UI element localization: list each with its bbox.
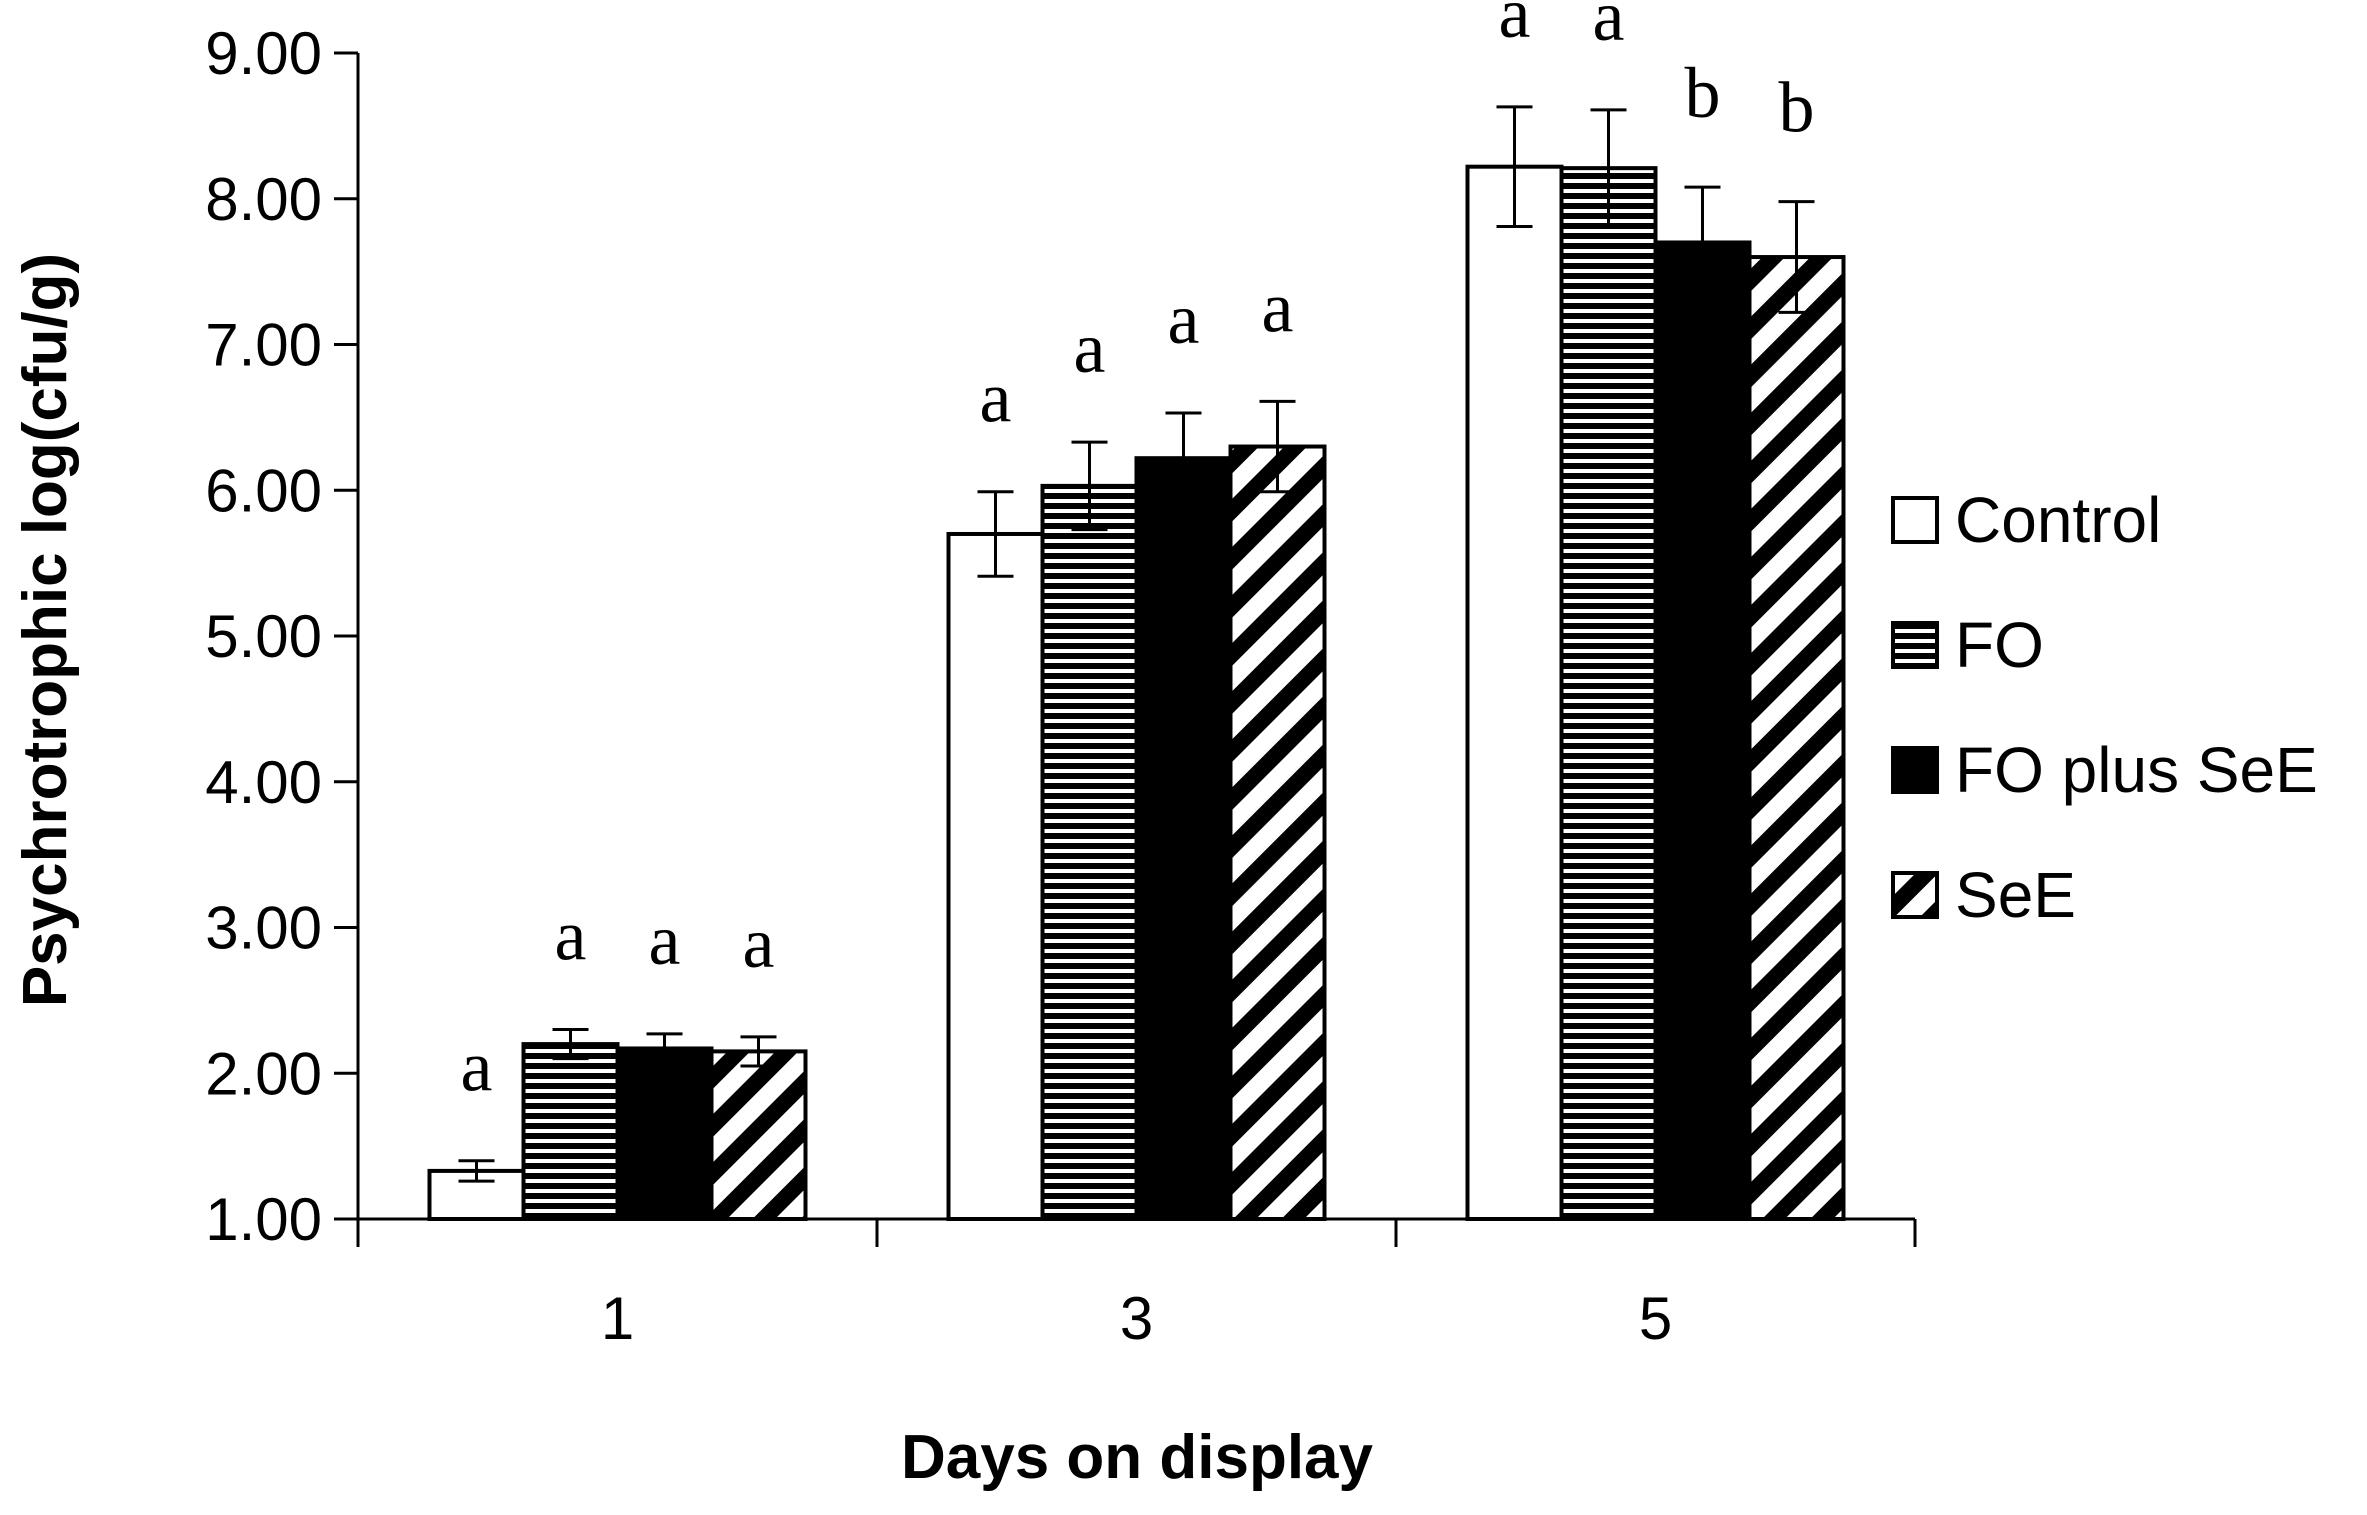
y-tick-label: 1.00 bbox=[205, 1186, 322, 1253]
bar bbox=[1040, 483, 1139, 1221]
y-axis-title: Psychrotrophic log(cfu/g) bbox=[11, 253, 80, 1007]
legend-swatch bbox=[1891, 746, 1939, 794]
bar bbox=[1653, 240, 1752, 1222]
significance-letter: a bbox=[1262, 267, 1294, 347]
significance-letter: b bbox=[1685, 53, 1721, 133]
bar bbox=[946, 531, 1045, 1221]
x-tick-label: 1 bbox=[601, 1285, 634, 1352]
significance-letter: a bbox=[461, 1027, 493, 1107]
bar bbox=[709, 1049, 808, 1221]
x-tick-label: 5 bbox=[1639, 1285, 1672, 1352]
bar bbox=[1559, 166, 1658, 1222]
bar bbox=[521, 1042, 620, 1221]
legend-label: Control bbox=[1955, 484, 2161, 556]
legend-label: FO plus SeE bbox=[1955, 734, 2318, 806]
legend: Control FO FO plus SeE SeE bbox=[1891, 484, 2318, 931]
y-tick-label: 8.00 bbox=[205, 166, 322, 233]
significance-letter: a bbox=[1168, 279, 1200, 359]
legend-swatch bbox=[1891, 621, 1939, 669]
legend-swatch bbox=[1891, 871, 1939, 919]
error-bars bbox=[458, 105, 1815, 1183]
y-tick-label: 5.00 bbox=[205, 603, 322, 670]
y-tick-label: 3.00 bbox=[205, 895, 322, 962]
significance-letter: a bbox=[1593, 0, 1625, 56]
significance-letter: a bbox=[1499, 0, 1531, 53]
bars bbox=[427, 164, 1846, 1222]
significance-letter: a bbox=[743, 903, 775, 983]
x-axis: 1 3 5 bbox=[356, 1217, 1917, 1352]
significance-letter: b bbox=[1779, 68, 1815, 148]
x-axis-title: Days on display bbox=[901, 1423, 1374, 1492]
legend-swatch bbox=[1891, 496, 1939, 544]
legend-label: FO bbox=[1955, 609, 2044, 681]
y-tick-label: 6.00 bbox=[205, 457, 322, 524]
bar bbox=[1228, 444, 1327, 1221]
bar bbox=[1134, 456, 1233, 1221]
bar bbox=[1747, 255, 1846, 1221]
significance-letters: aa a aaa a aa ab b bbox=[461, 0, 1815, 1107]
significance-letter: a bbox=[649, 900, 681, 980]
bar bbox=[1465, 164, 1564, 1221]
significance-letter: a bbox=[555, 896, 587, 976]
y-axis: 1.00 2.00 3.00 4.00 5.00 6.00 7.00 8.00 9.00 bbox=[205, 20, 360, 1253]
significance-letter: a bbox=[1074, 308, 1106, 388]
y-tick-label: 2.00 bbox=[205, 1040, 322, 1107]
y-tick-label: 4.00 bbox=[205, 749, 322, 816]
x-tick-label: 3 bbox=[1120, 1285, 1153, 1352]
y-tick-label: 7.00 bbox=[205, 312, 322, 379]
significance-letter: a bbox=[980, 358, 1012, 438]
y-tick-label: 9.00 bbox=[205, 20, 322, 87]
legend-label: SeE bbox=[1955, 859, 2076, 931]
bar bbox=[615, 1046, 714, 1222]
